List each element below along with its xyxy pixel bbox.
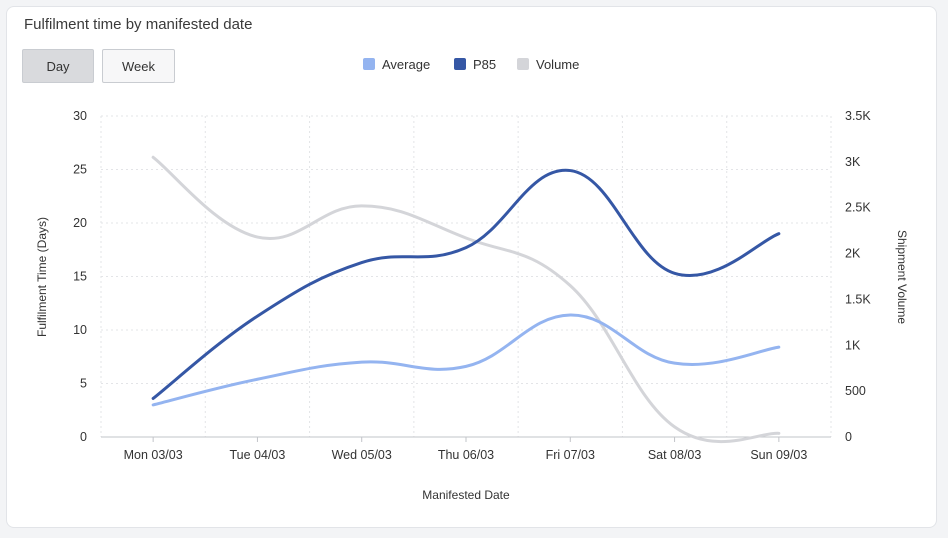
y-left-axis-title: Fulfilment Time (Days) [35, 217, 49, 337]
x-tick-label: Sat 08/03 [648, 448, 702, 462]
series-line-volume [151, 155, 781, 444]
series-line-average [151, 313, 781, 407]
legend-swatch-volume [517, 58, 529, 70]
y-right-tick-label: 500 [845, 384, 866, 398]
x-tick-label: Tue 04/03 [230, 448, 286, 462]
y-right-tick-label: 3K [845, 155, 861, 169]
chart-title: Fulfilment time by manifested date [24, 16, 253, 33]
y-right-tick-label: 1K [845, 338, 861, 352]
y-left-tick-label: 5 [80, 377, 87, 391]
x-tick-label: Mon 03/03 [124, 448, 183, 462]
series-line-p85 [151, 169, 781, 400]
y-right-tick-label: 1.5K [845, 292, 871, 306]
x-tick-label: Sun 09/03 [750, 448, 807, 462]
legend-label-p85: P85 [473, 57, 496, 72]
legend: Average P85 Volume [363, 57, 579, 72]
chart-card: Fulfilment time by manifested date Day W… [6, 6, 937, 528]
y-left-tick-label: 30 [73, 109, 87, 123]
y-right-axis-title: Shipment Volume [895, 230, 909, 324]
x-tick-label: Wed 05/03 [332, 448, 392, 462]
week-button[interactable]: Week [102, 49, 175, 83]
legend-label-average: Average [382, 57, 430, 72]
grid-lines [100, 115, 832, 437]
legend-swatch-average [363, 58, 375, 70]
x-axis-title: Manifested Date [422, 488, 510, 502]
day-button[interactable]: Day [22, 49, 94, 83]
x-tick-label: Thu 06/03 [438, 448, 494, 462]
series-p85 [151, 169, 781, 400]
y-left-tick-label: 0 [80, 430, 87, 444]
y-left-tick-label: 20 [73, 216, 87, 230]
legend-swatch-p85 [454, 58, 466, 70]
y-right-tick-label: 2.5K [845, 201, 871, 215]
x-tick-label: Fri 07/03 [546, 448, 595, 462]
y-right-tick-label: 3.5K [845, 109, 871, 123]
series-volume [151, 155, 781, 444]
y-left-tick-label: 15 [73, 270, 87, 284]
series-average [151, 313, 781, 407]
y-left-tick-label: 25 [73, 163, 87, 177]
y-right-tick-label: 0 [845, 430, 852, 444]
y-left-tick-label: 10 [73, 323, 87, 337]
y-right-tick-label: 2K [845, 247, 861, 261]
legend-label-volume: Volume [536, 57, 579, 72]
